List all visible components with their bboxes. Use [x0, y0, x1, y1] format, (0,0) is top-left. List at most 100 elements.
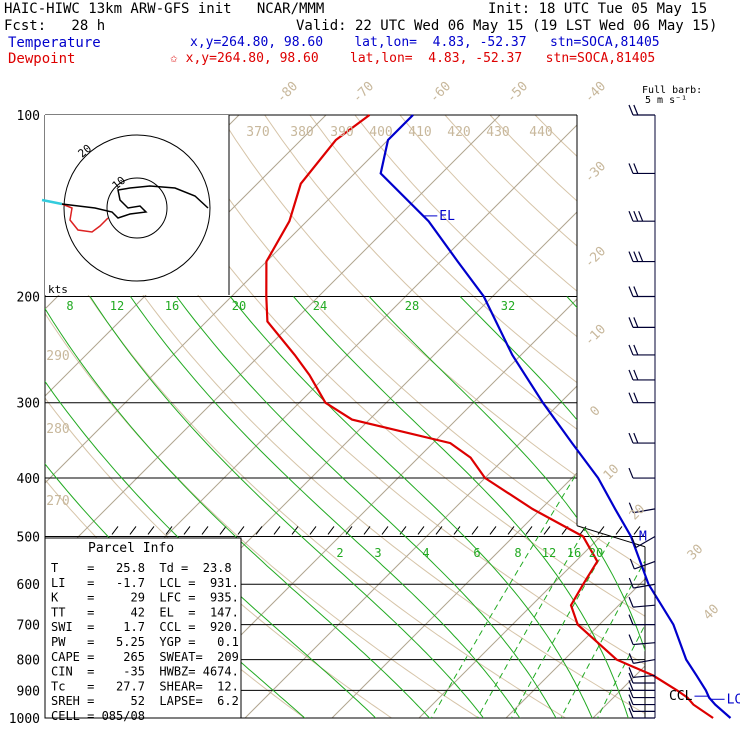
wind-barb [628, 614, 655, 626]
barb-flag [628, 614, 634, 625]
hatch-mark [309, 526, 317, 535]
theta-label: 400 [369, 125, 392, 140]
theta-label: 440 [529, 125, 552, 140]
isotherm-label: 0 [587, 403, 603, 419]
barb-flag [633, 104, 639, 116]
mixing-ratio-label: 20 [589, 546, 603, 560]
dry-adiabat [129, 115, 645, 718]
wind-barb [629, 558, 656, 570]
isotherm [45, 115, 427, 718]
parcel-info-row: PW = 5.25 YGP = 0.1 [51, 635, 239, 649]
barb-flag [628, 672, 634, 684]
temperature-trace [379, 114, 732, 719]
theta-label: 290 [46, 349, 69, 364]
wind-barb [628, 577, 656, 589]
moist-adiabat [368, 296, 645, 718]
pressure-tick-label: 600 [17, 578, 40, 593]
barb-flag [638, 251, 644, 262]
hatch-mark [111, 526, 119, 535]
pressure-tick-label: 900 [17, 684, 40, 699]
hatch-mark [489, 526, 497, 535]
wind-barb [628, 432, 655, 444]
wind-barb [628, 163, 655, 175]
hodograph-trace-mid [61, 203, 109, 233]
barb-flag [628, 680, 634, 691]
dry-adiabat [45, 115, 500, 718]
lcl-marker-label: LCL [727, 692, 740, 707]
barb-flag [631, 537, 637, 548]
wind-barb [628, 694, 655, 706]
moist-adiabat [293, 296, 633, 718]
dry-adiabat [579, 115, 645, 718]
isotherm-label: -60 [427, 79, 454, 106]
barb-flag [628, 653, 634, 664]
wind-barb [628, 502, 656, 514]
moist-adiabat [129, 296, 529, 718]
mixing-ratio-label: 4 [422, 546, 429, 560]
wind-barb [628, 672, 655, 684]
dry-adiabat [399, 115, 645, 718]
hatch-mark [471, 526, 479, 535]
mixing-ratio-line [715, 283, 740, 731]
barb-flag [633, 392, 639, 403]
dry-adiabat [264, 115, 645, 718]
hatch-mark [165, 526, 173, 535]
isotherm-label: 40 [701, 602, 723, 624]
barb-flag [628, 317, 634, 328]
barb-flag [633, 251, 639, 262]
theta-label: 390 [330, 125, 353, 140]
isotherm [45, 115, 340, 718]
barb-flag [633, 432, 639, 444]
barb-flag [628, 694, 634, 705]
barb-staff [635, 535, 656, 548]
el-marker-label: EL [439, 209, 455, 224]
parcel-info-title: Parcel Info [88, 541, 174, 556]
parcel-info-row: Tc = 27.7 SHEAR= 12. [51, 679, 239, 693]
parcel-info-row: K = 29 LFC = 935. [51, 591, 239, 605]
isotherm-label: -10 [582, 322, 609, 349]
temperature-location: x,y=264.80, 98.60 lat,lon= 4.83, -52.37 … [190, 35, 660, 50]
dry-adiabat [174, 115, 645, 718]
hatch-mark [183, 526, 191, 535]
barb-flag [628, 577, 634, 589]
parcel-info-row: TT = 42 EL = 147. [51, 605, 239, 619]
mixing-ratio-line [553, 282, 645, 718]
barb-flag [628, 502, 634, 513]
isotherm-label: -70 [350, 79, 377, 106]
mixing-ratio-label: 8 [514, 546, 521, 560]
dry-adiabat [45, 115, 588, 718]
parcel-info-row: CELL = 085/08 [51, 709, 145, 723]
dry-adiabat [715, 115, 740, 731]
parcel-info-box: Parcel Info T = 25.8 Td = 23.8LI = -1.7 L… [44, 537, 242, 723]
hatch-mark [597, 526, 605, 535]
wind-barb [628, 210, 655, 222]
isotherm [144, 115, 645, 718]
pressure-tick-label: 500 [17, 530, 40, 545]
barb-flag [633, 369, 639, 381]
barb-flag [633, 286, 639, 297]
barb-staff [633, 658, 656, 664]
dry-adiabat [309, 115, 645, 718]
wind-barb [628, 251, 655, 263]
barb-flag [633, 210, 639, 222]
dry-adiabat [670, 115, 740, 731]
wind-barb-column [628, 104, 656, 719]
barb-flag [628, 596, 634, 608]
isotherm-label: -80 [274, 79, 301, 106]
hodograph-trace-low [41, 198, 63, 206]
mixing-ratio-label: 2 [336, 546, 343, 560]
isotherm-label: 10 [601, 462, 623, 484]
barb-flag [628, 634, 634, 645]
dewpoint-legend: Dewpoint [8, 51, 76, 67]
mixing-ratio-line [684, 283, 740, 731]
hatch-mark [579, 526, 587, 535]
dry-adiabat [354, 115, 645, 718]
ccl-marker-label: CCL [669, 689, 693, 704]
dry-adiabat [84, 115, 645, 718]
wind-barb [628, 104, 655, 116]
hatch-mark [273, 526, 281, 535]
dry-adiabat [45, 115, 645, 718]
dewpoint-trace [265, 114, 714, 719]
wind-barb [628, 596, 656, 608]
